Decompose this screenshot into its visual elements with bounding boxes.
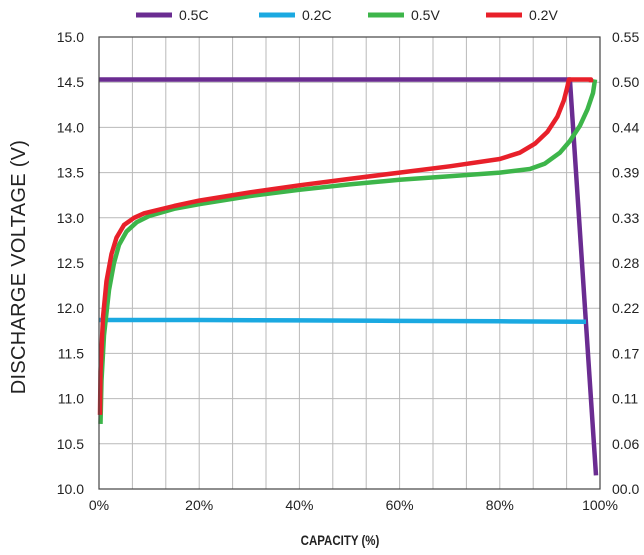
x-tick-label: 80% [486,497,514,513]
legend-label: 0.2C [302,7,332,23]
series-lines [97,77,599,476]
y-tick-label: 10.5 [57,436,84,452]
y-tick-label: 13.5 [57,165,84,181]
grid-lines [99,37,600,489]
y2-tick-label: 0.44 [612,119,639,135]
legend: 0.5C 0.2C 0.5V 0.2V [136,7,558,23]
y-tick-label: 11.5 [58,345,84,361]
y-tick-label: 12.5 [57,255,84,271]
y-axis-label: DISCHARGE VOLTAGE (V) [8,140,30,394]
y-axis-ticks: 10.0 10.5 11.0 11.5 12.0 12.5 13.0 13.5 14.0 14.5… [57,29,84,497]
y-tick-label: 13.0 [57,210,84,226]
y2-tick-label: 0.33 [612,210,639,226]
y-tick-label: 12.0 [57,300,84,316]
series-line-0-5c [99,77,599,476]
y2-tick-label: 0.11 [612,391,638,407]
y2-axis-ticks: 00.0 0.06 0.11 0.17 0.22 0.28 0.33 0.39 0.44 0.50… [612,29,639,497]
series-line-0-5v [98,79,598,424]
x-tick-label: 40% [285,497,313,513]
series-line-0-2c [99,317,587,325]
y2-tick-label: 0.28 [612,255,639,271]
y2-tick-label: 0.39 [612,165,639,181]
x-tick-label: 0% [89,497,109,513]
x-axis-ticks: 0% 20% 40% 60% 80% 100% [89,497,618,513]
y-tick-label: 14.5 [57,74,84,90]
legend-label: 0.5C [179,7,209,23]
y2-tick-label: 0.06 [612,436,639,452]
y-tick-label: 11.0 [58,391,84,407]
y2-tick-label: 0.17 [612,345,639,361]
y-tick-label: 10.0 [57,481,84,497]
series-line-0-2v [97,77,594,415]
x-tick-label: 100% [582,497,618,513]
y-tick-label: 15.0 [57,29,84,45]
y2-tick-label: 0.55 [612,29,639,45]
x-tick-label: 20% [185,497,213,513]
y2-tick-label: 00.0 [612,481,639,497]
y2-tick-label: 0.50 [612,74,639,90]
legend-label: 0.5V [411,7,440,23]
x-axis-label: CAPACITY (%) [301,532,380,548]
plot-frame [98,36,601,490]
y-tick-label: 14.0 [57,119,84,135]
x-tick-label: 60% [386,497,414,513]
legend-label: 0.2V [529,7,558,23]
y2-tick-label: 0.22 [612,300,639,316]
